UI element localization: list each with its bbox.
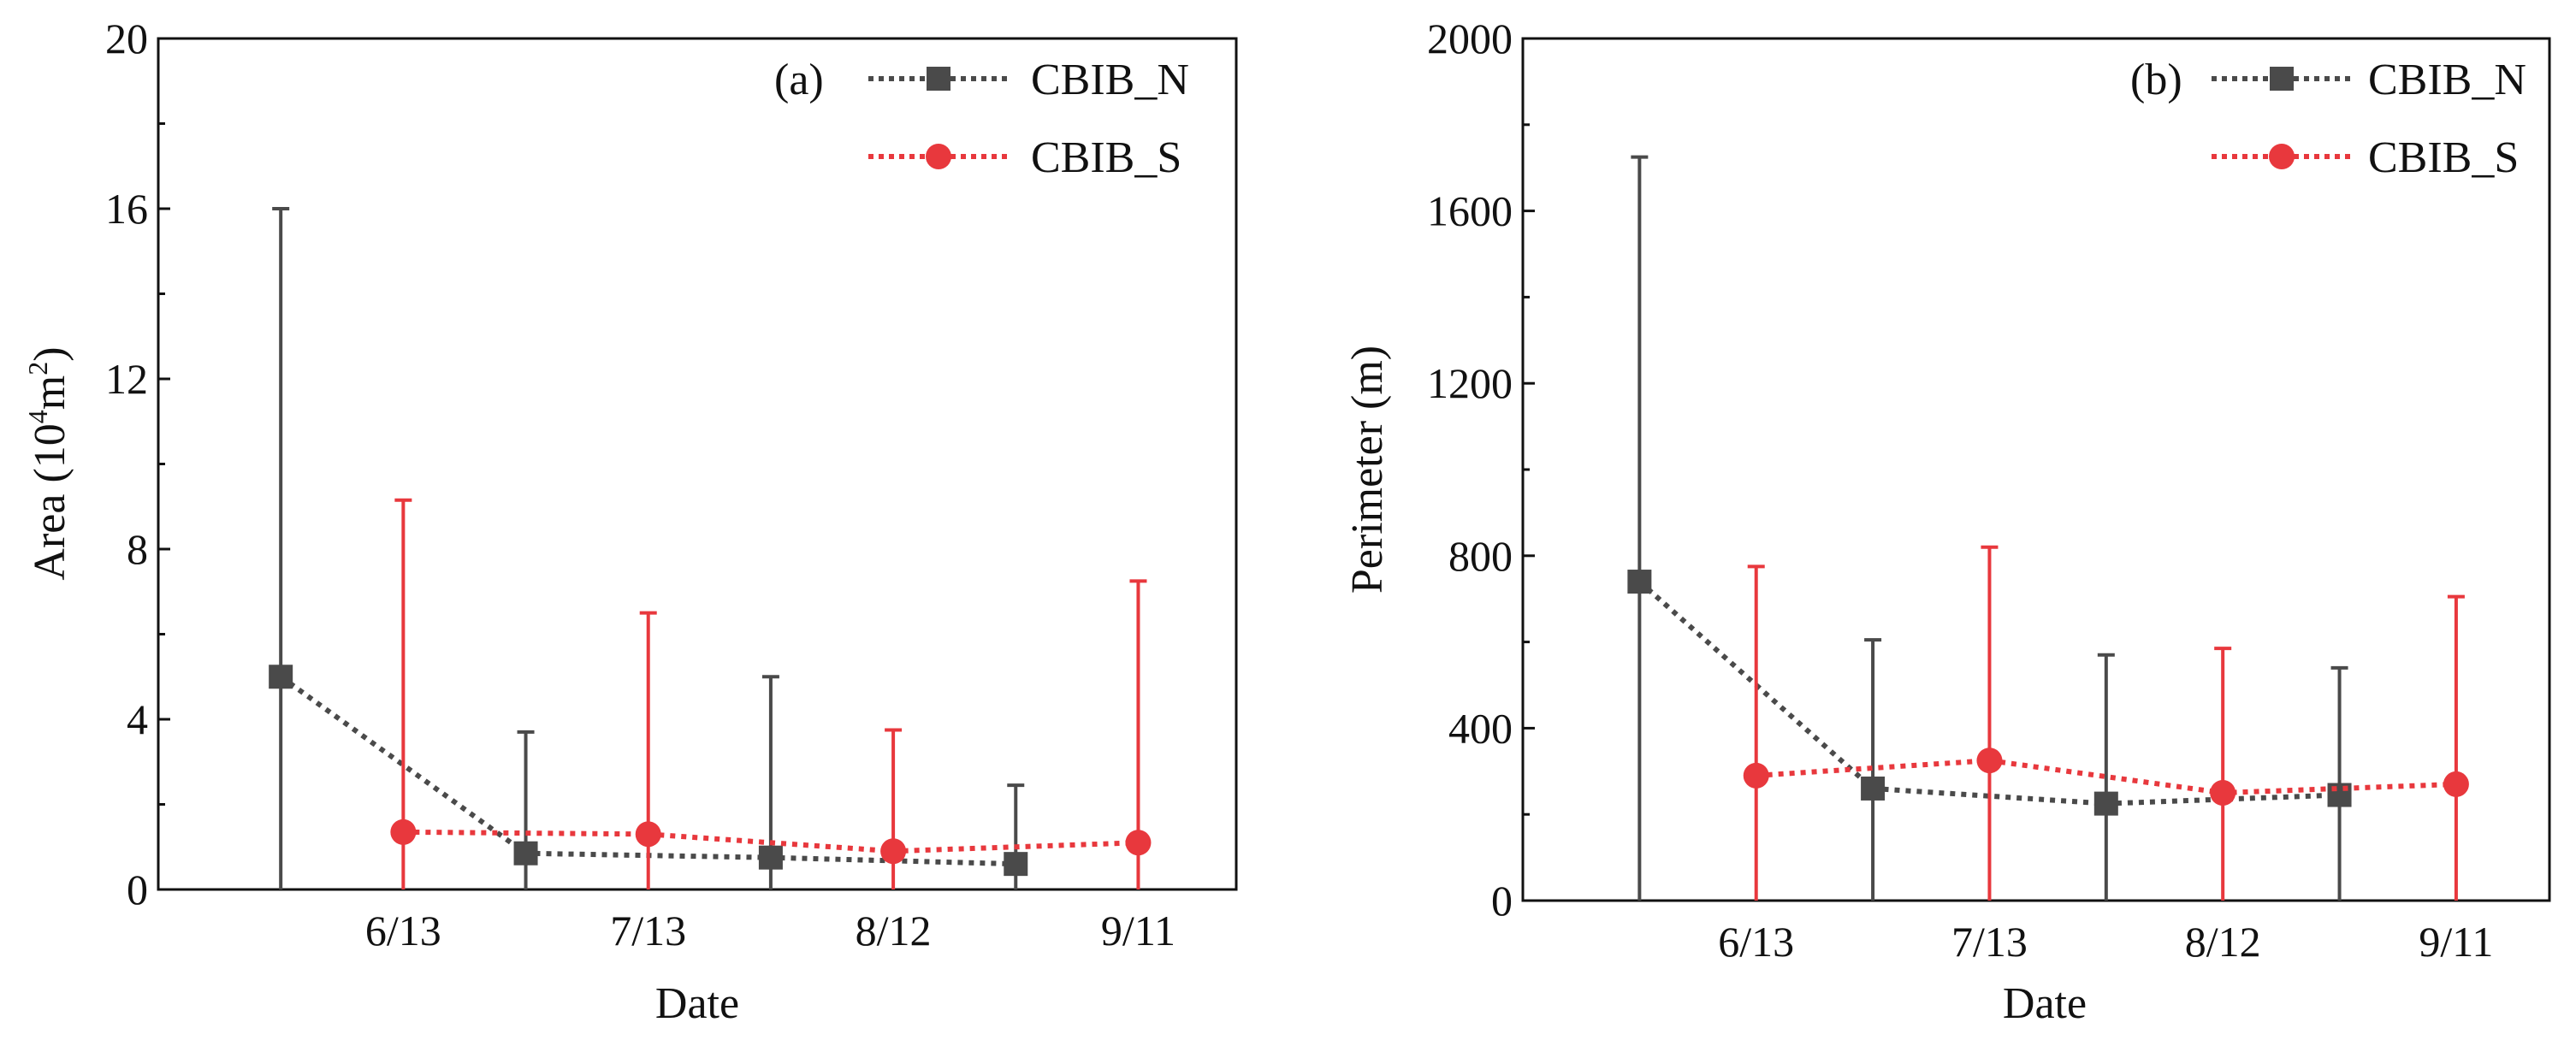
x-tick-label: 9/11: [2419, 918, 2493, 966]
y-tick-label: 16: [105, 185, 148, 233]
y-tick-label: 400: [1448, 704, 1513, 752]
data-point-cbib-s: [2443, 771, 2469, 797]
y-tick-label: 0: [127, 866, 148, 913]
data-point-cbib-n: [758, 845, 783, 870]
x-tick-label: 8/12: [856, 907, 932, 954]
data-point-cbib-s: [1976, 748, 2003, 774]
y-tick-label: 1600: [1427, 187, 1513, 235]
legend-label-cbib-s: CBIB_S: [2368, 133, 2519, 182]
y-tick-label: 4: [127, 695, 148, 743]
data-point-cbib-n: [2093, 791, 2118, 816]
y-tick-label: 8: [127, 525, 148, 573]
x-tick-label: 7/13: [610, 907, 686, 954]
data-point-cbib-s: [390, 818, 417, 845]
legend: CBIB_N CBIB_S: [868, 56, 1189, 182]
y-axis-label-end: ): [26, 346, 74, 361]
legend-marker-cbib-s: [926, 144, 951, 169]
data-point-cbib-n: [513, 841, 538, 866]
y-axis-label: Perimeter (m): [1343, 346, 1392, 594]
y-tick-label: 0: [1491, 877, 1513, 925]
data-marks: [1627, 155, 2469, 901]
y-tick-label: 2000: [1427, 15, 1513, 62]
legend: CBIB_N CBIB_S: [2212, 56, 2526, 182]
data-point-cbib-n: [1861, 776, 1886, 801]
data-point-cbib-s: [635, 821, 661, 848]
y-axis-label-sup2: 2: [22, 362, 53, 375]
tick-group: 0 4 8 12 16 20 6/13 7/13 8/12 9/11: [105, 15, 1175, 954]
y-axis-label-main: Area (10: [26, 423, 74, 580]
data-marks: [269, 207, 1152, 889]
x-tick-label: 8/12: [2185, 918, 2261, 966]
x-tick-label: 9/11: [1101, 907, 1175, 954]
data-point-cbib-s: [1125, 830, 1152, 856]
y-tick-label: 800: [1448, 532, 1513, 580]
x-tick-label: 6/13: [1718, 918, 1794, 966]
tick-group: 0 400 800 1200 1600 2000 6/13 7/13 8/12 9/11: [1427, 15, 2493, 966]
legend-label-cbib-s: CBIB_S: [1031, 133, 1181, 182]
legend-label-cbib-n: CBIB_N: [2368, 56, 2526, 104]
legend-marker-cbib-n: [2270, 67, 2294, 91]
data-point-cbib-n: [1004, 852, 1028, 877]
y-tick-label: 1200: [1427, 359, 1513, 407]
x-tick-label: 7/13: [1951, 918, 2028, 966]
panel-label: (b): [2130, 56, 2182, 104]
chart-panel-b: (b) Date Perimeter (m) 0 400 800 1200 1600 20…: [1343, 15, 2551, 1028]
y-tick-label: 20: [105, 15, 148, 62]
data-point-cbib-s: [2210, 780, 2236, 806]
data-point-cbib-s: [880, 838, 907, 865]
y-axis-label-mid: m: [26, 375, 74, 410]
legend-label-cbib-n: CBIB_N: [1031, 56, 1189, 104]
x-axis-label: Date: [2003, 979, 2087, 1028]
y-tick-label: 12: [105, 355, 148, 403]
y-axis-label: Area (104m2): [22, 346, 74, 580]
y-axis-label-sup: 4: [22, 410, 53, 423]
data-point-cbib-n: [1627, 570, 1652, 594]
data-point-cbib-n: [269, 665, 293, 689]
panel-label: (a): [774, 56, 824, 104]
series-line-cbib-s: [403, 829, 1139, 854]
legend-marker-cbib-s: [2269, 144, 2295, 169]
x-axis-label: Date: [655, 979, 739, 1028]
data-point-cbib-s: [1743, 762, 1769, 789]
x-tick-label: 6/13: [365, 907, 441, 954]
legend-marker-cbib-n: [927, 67, 950, 91]
